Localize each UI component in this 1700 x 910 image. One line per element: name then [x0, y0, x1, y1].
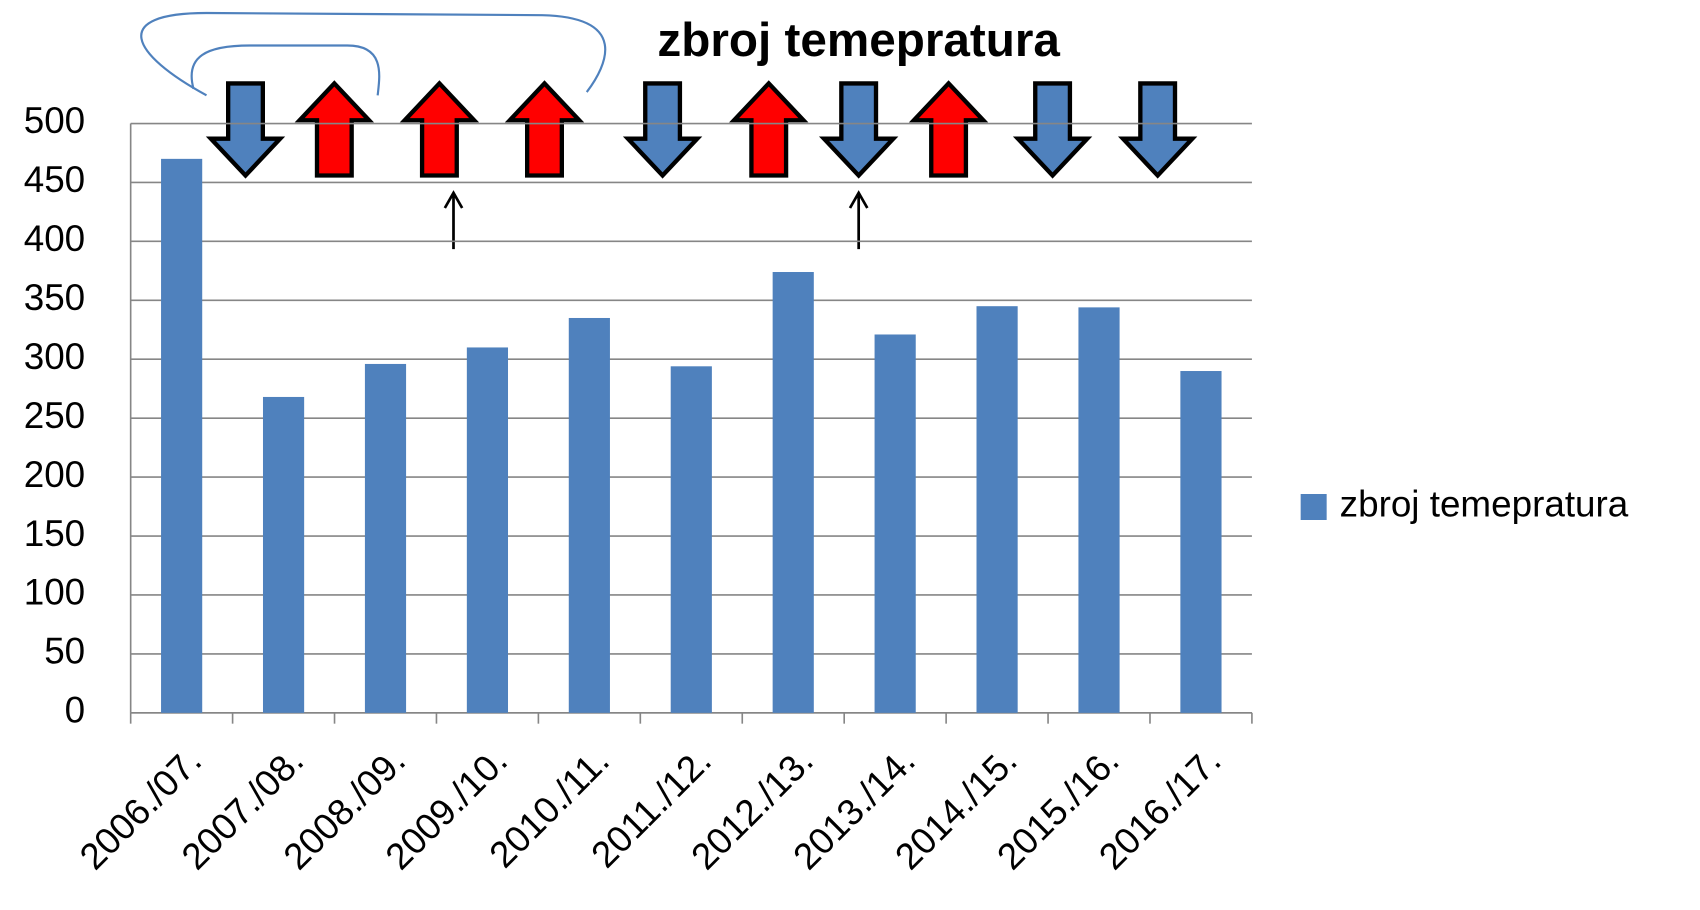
- arrow-down: [818, 81, 899, 179]
- bar: [568, 317, 610, 713]
- bar: [1180, 371, 1222, 713]
- y-tick-label: 250: [24, 395, 85, 436]
- bar: [364, 363, 407, 713]
- arrow-up: [399, 80, 480, 178]
- y-tick-label: 450: [24, 159, 85, 200]
- small-arrow: [848, 190, 869, 250]
- y-tick-label: 150: [24, 513, 85, 554]
- y-tick-label: 400: [24, 218, 85, 259]
- bar: [772, 272, 814, 713]
- arrow-up: [908, 80, 989, 178]
- bracket: [190, 44, 381, 96]
- arrow-annotations: [205, 80, 1198, 179]
- y-tick-label: 300: [24, 336, 85, 377]
- bar: [1078, 307, 1120, 713]
- y-tick-label: 50: [44, 631, 85, 672]
- chart-title: zbroj temepratura: [657, 14, 1060, 67]
- bar: [262, 396, 305, 713]
- small-arrow: [443, 190, 464, 250]
- annotations: [140, 11, 607, 97]
- bar: [976, 306, 1018, 713]
- arrow-down: [1012, 81, 1093, 179]
- small-arrows: [443, 190, 869, 250]
- bar: [466, 347, 509, 713]
- arrow-up: [294, 80, 375, 178]
- y-tick-label: 0: [65, 690, 85, 731]
- arrow-down: [1117, 81, 1198, 179]
- arrow-up: [504, 80, 585, 178]
- y-tick-label: 200: [24, 454, 85, 495]
- legend-label: zbroj temepratura: [1340, 484, 1629, 525]
- bracket: [140, 11, 607, 97]
- y-tick-label: 350: [24, 277, 85, 318]
- bar: [670, 366, 712, 713]
- arrow-up: [729, 80, 809, 178]
- arrow-down: [205, 81, 286, 179]
- bar: [874, 334, 916, 713]
- y-tick-label: 100: [24, 572, 85, 613]
- legend-swatch: [1300, 494, 1327, 520]
- arrow-down: [622, 81, 703, 179]
- bar: [161, 158, 203, 713]
- y-tick-label: 500: [24, 100, 85, 141]
